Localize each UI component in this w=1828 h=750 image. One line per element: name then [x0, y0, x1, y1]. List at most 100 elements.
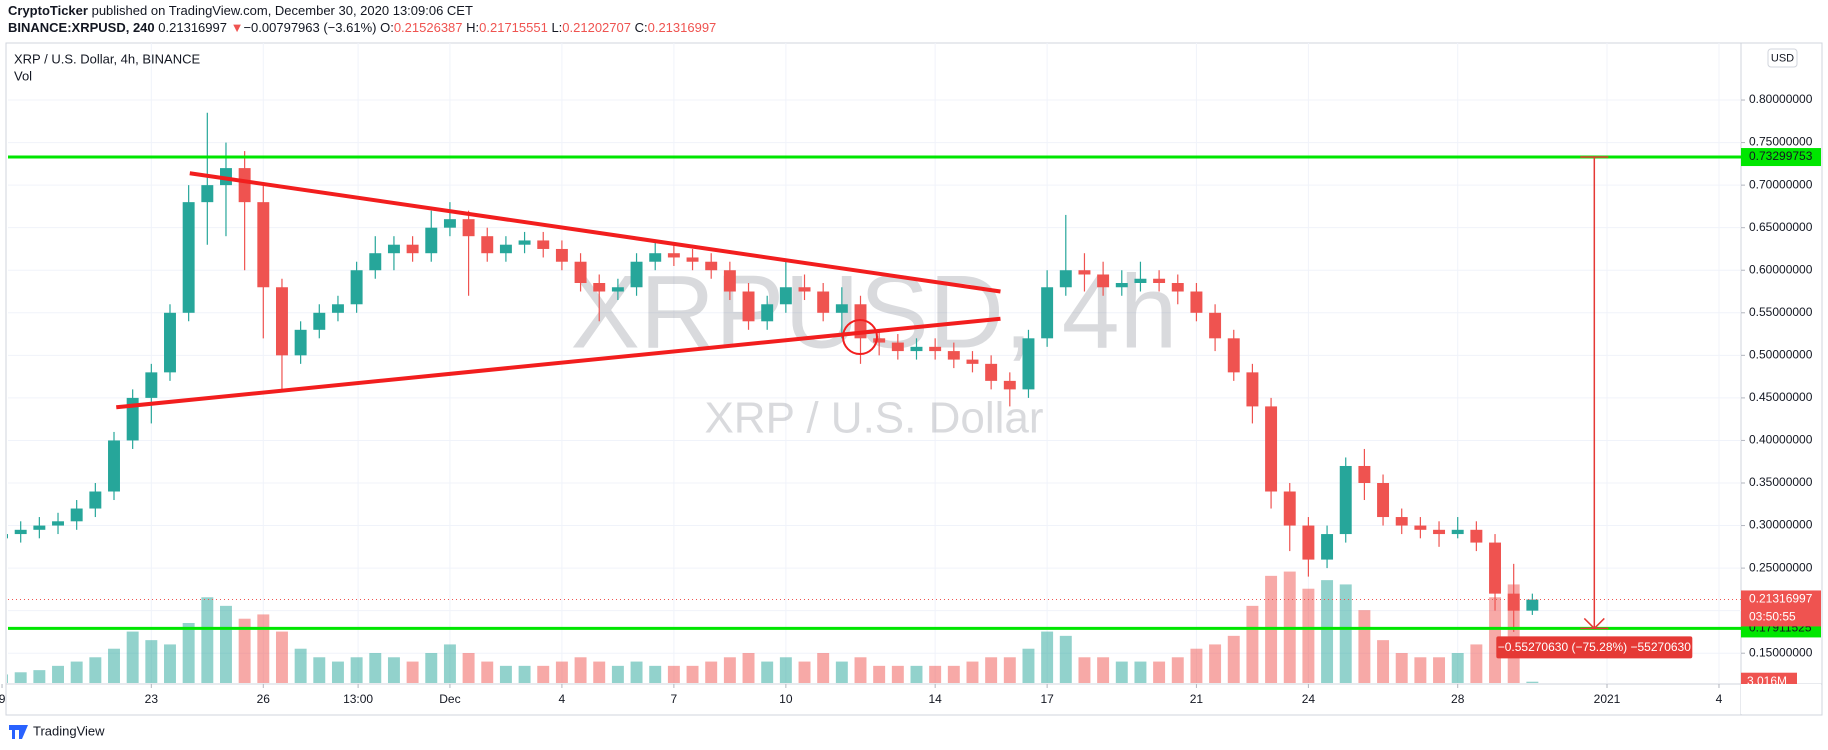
ohlc-high-label: H:	[466, 20, 480, 35]
candle-body	[686, 257, 699, 262]
candle-body	[817, 291, 830, 313]
candle-body	[1321, 534, 1334, 560]
candle-body	[742, 291, 755, 322]
volume-bar	[1470, 644, 1483, 683]
x-tick-label: 4	[1716, 692, 1723, 706]
currency-box[interactable]	[1767, 48, 1798, 68]
countdown-label: 03:50:55	[1749, 610, 1796, 624]
candle-body	[462, 219, 475, 237]
candle-body	[947, 351, 960, 360]
measure-label-box	[1496, 636, 1693, 659]
y-tick-label: 0.75000000	[1749, 135, 1813, 149]
y-tick-label: 0.25000000	[1749, 560, 1813, 574]
candle-body	[555, 248, 568, 262]
candle-body	[164, 312, 176, 373]
ohlc-close-label: C:	[634, 20, 648, 35]
candle-body	[1246, 372, 1259, 407]
volume-bar	[425, 653, 438, 683]
x-tick-label: 13:00	[343, 692, 373, 706]
y-tick-label: 0.80000000	[1749, 92, 1813, 106]
x-tick-label: 9	[0, 692, 6, 706]
last-value: 0.21316997	[158, 20, 227, 35]
candle-body	[985, 363, 998, 381]
candle-body	[1003, 380, 1016, 390]
y-tick-label: 0.35000000	[1749, 475, 1813, 489]
candle-body	[313, 312, 326, 330]
candle-body	[1115, 283, 1128, 288]
candle-body	[1209, 312, 1222, 339]
volume-bar	[985, 657, 998, 683]
level-label: 0.73299753	[1749, 149, 1813, 163]
volume-bar	[667, 665, 680, 683]
volume-bar	[257, 614, 270, 683]
candle-body	[406, 244, 419, 254]
highlight-circle	[842, 319, 878, 355]
candle-body	[518, 240, 531, 245]
y-tick-label: 0.40000000	[1749, 433, 1813, 447]
volume-bar	[1433, 657, 1446, 683]
volume-bar	[817, 653, 830, 683]
grid	[8, 43, 1741, 683]
x-tick-label: 14	[928, 692, 942, 706]
candle-body	[481, 236, 494, 254]
candle-body	[369, 253, 382, 271]
volume-bar	[593, 661, 606, 683]
volume-bar	[1209, 644, 1222, 683]
currency-label[interactable]: USD	[1771, 52, 1794, 64]
candle-body	[1078, 270, 1091, 275]
volume-bar	[723, 657, 736, 683]
x-tick-label: 24	[1302, 692, 1316, 706]
measure-arrowhead	[1583, 617, 1605, 630]
candle-body	[52, 521, 64, 526]
volume-bar	[537, 665, 550, 683]
candle-body	[1041, 287, 1054, 339]
volume-bar	[406, 661, 419, 683]
volume-bar	[462, 653, 475, 683]
candle-body	[425, 227, 438, 254]
volume-bar	[1526, 681, 1539, 683]
x-tick-label: 28	[1451, 692, 1465, 706]
candle-body	[1433, 529, 1446, 535]
candle-body	[630, 261, 643, 288]
candle-body	[1358, 465, 1371, 483]
watermark-description: XRP / U.S. Dollar	[704, 394, 1043, 443]
volume-bar	[1302, 588, 1315, 683]
candle-body	[387, 244, 400, 254]
candle-body	[443, 219, 456, 228]
volume-bar	[835, 661, 848, 683]
drawings-layer: −0.55270630 (−75.28%) −55270630	[8, 155, 1741, 659]
ohlc-low: 0.21202707	[562, 20, 631, 35]
candle-body	[7, 534, 9, 539]
volume-bar	[33, 670, 46, 683]
candle-body	[873, 338, 886, 343]
x-tick-label: 2021	[1594, 692, 1621, 706]
volume-bar	[1059, 635, 1072, 683]
x-tick-label: 4	[559, 692, 566, 706]
x-tick-label: 7	[671, 692, 678, 706]
pane-legend: XRP / U.S. Dollar, 4h, BINANCE	[14, 51, 200, 66]
candle-body	[761, 304, 774, 322]
volume-bar	[1022, 648, 1035, 683]
measure-label: −0.55270630 (−75.28%) −55270630	[1498, 640, 1691, 654]
candle-body	[1526, 599, 1539, 611]
volume-bar	[126, 631, 139, 683]
y-tick-label: 0.45000000	[1749, 390, 1813, 404]
candle-body	[1134, 278, 1147, 283]
chart-frame	[5, 42, 1823, 716]
volume-bar	[1246, 605, 1259, 683]
x-tick-label: 26	[257, 692, 271, 706]
candle-body	[145, 372, 158, 398]
candle-body	[294, 329, 307, 356]
candle-body	[798, 287, 811, 292]
volume-bar	[369, 653, 382, 683]
volume-bar	[1377, 640, 1390, 683]
y-tick-label: 0.30000000	[1749, 518, 1813, 532]
volume-bar	[1489, 597, 1502, 683]
time-axis-cover	[1741, 684, 1821, 714]
publish-line: CryptoTicker published on TradingView.co…	[8, 2, 716, 19]
symbol: BINANCE:XRPUSD, 240	[8, 20, 155, 35]
ohlc-low-label: L:	[551, 20, 563, 35]
y-tick-label: 0.50000000	[1749, 348, 1813, 362]
volume-bar	[1190, 648, 1203, 683]
